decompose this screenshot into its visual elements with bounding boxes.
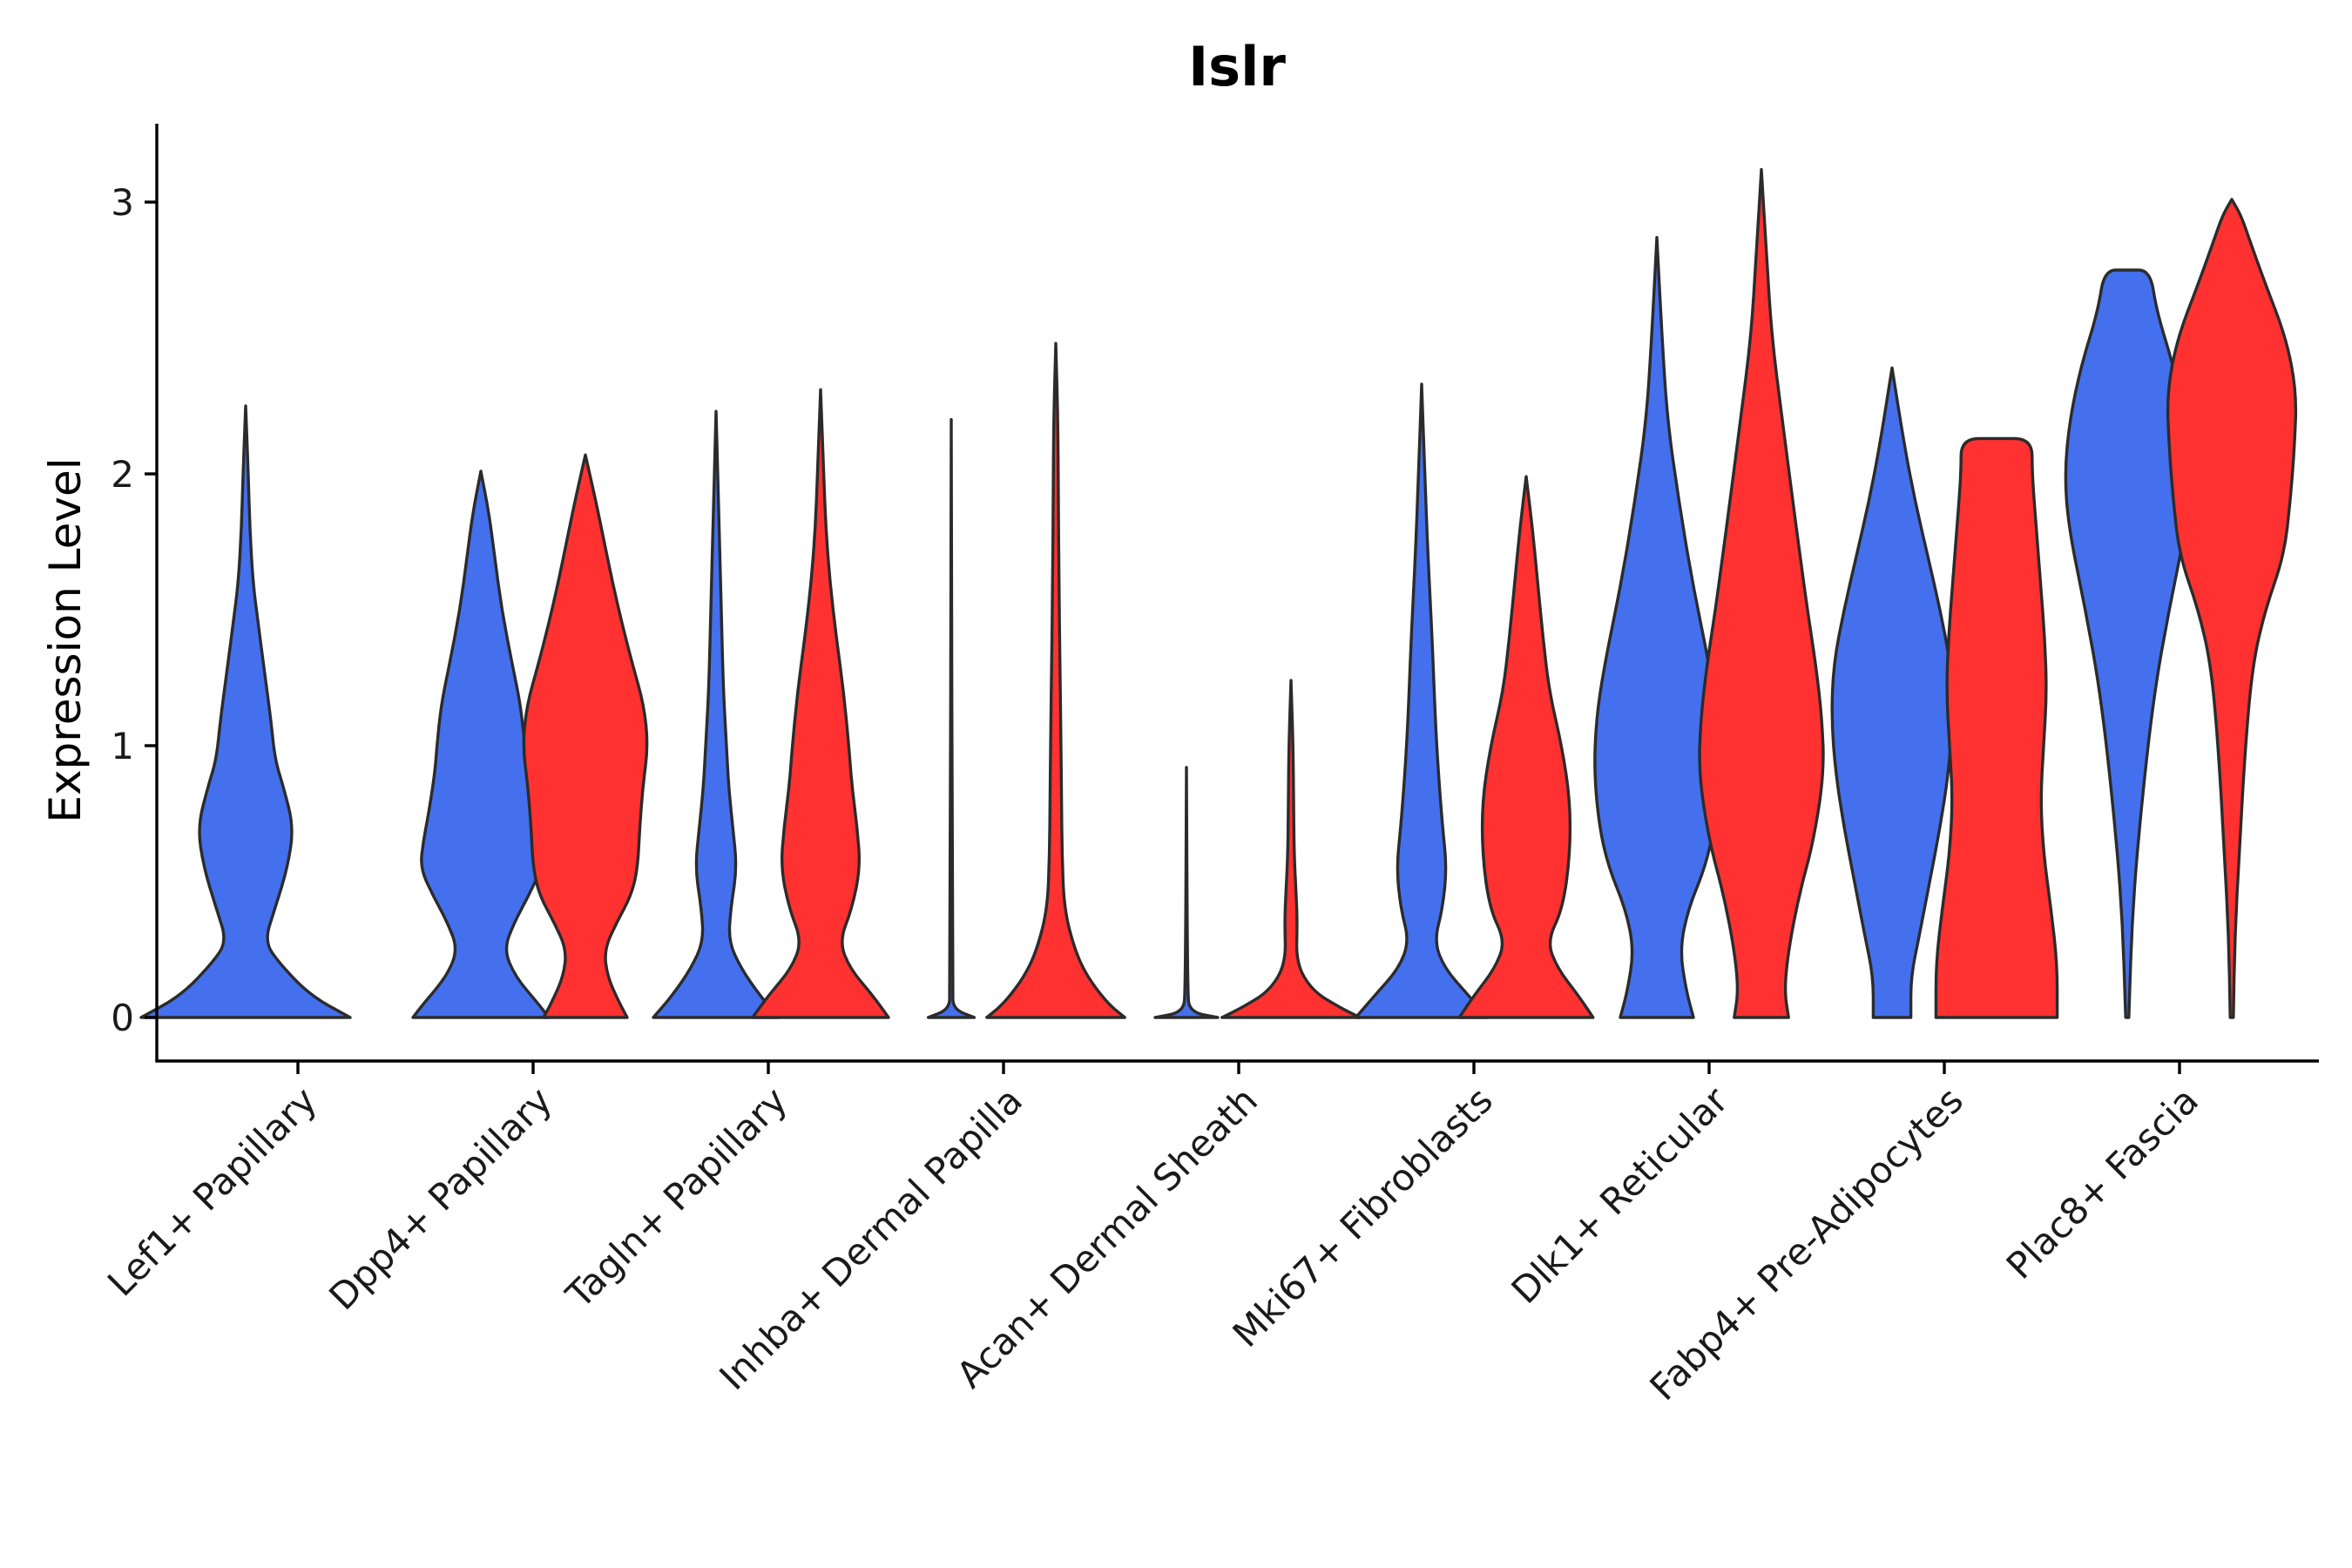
violin-dlk1-reticular-group1 [1593,235,1720,1019]
violin-dpp4-papillary-group1 [411,470,551,1019]
violin-lef1-papillary-group1 [139,404,352,1019]
x-tick-label-dpp4-papillary: Dpp4+ Papillary [321,1078,560,1318]
x-tick-label-plac8-fascia: Plac8+ Fascia [1998,1078,2207,1287]
violin-dpp4-papillary-group2 [522,453,649,1019]
violin-inhba-dermal-papilla-group2 [985,341,1126,1019]
x-tick-label-mki67-fibroblasts: Mki67+ Fibroblasts [1225,1078,1501,1355]
x-tick-label-tagln-papillary: Tagln+ Papillary [558,1078,795,1316]
violin-inhba-dermal-papilla-group1 [926,417,977,1019]
y-tick-label-1: 1 [111,725,134,767]
violin-acan-dermal-sheath-group2 [1220,679,1362,1019]
violin-fabp4-pre-adipocytes-group1 [1830,366,1954,1019]
violin-tagln-papillary-group1 [652,409,781,1019]
y-axis-label: Expression Level [40,457,91,822]
violin-tagln-papillary-group2 [751,388,890,1019]
violin-plac8-fascia-group2 [2166,198,2298,1019]
x-tick-label-dlk1-reticular: Dlk1+ Reticular [1504,1078,1737,1312]
violin-fabp4-pre-adipocytes-group2 [1934,436,2059,1019]
y-tick-label-0: 0 [111,997,134,1039]
chart-title: Islr [1188,35,1286,98]
y-tick-label-2: 2 [111,453,134,496]
violin-mki67-fibroblasts-group1 [1354,382,1490,1019]
x-tick-label-lef1-papillary: Lef1+ Papillary [99,1078,325,1304]
y-tick-label-3: 3 [111,181,134,224]
violin-plac8-fascia-group1 [2064,268,2191,1019]
violin-mki67-fibroblasts-group2 [1457,475,1595,1019]
violin-acan-dermal-sheath-group1 [1153,766,1220,1019]
violins [139,167,2298,1019]
violin-dlk1-reticular-group2 [1698,167,1825,1019]
